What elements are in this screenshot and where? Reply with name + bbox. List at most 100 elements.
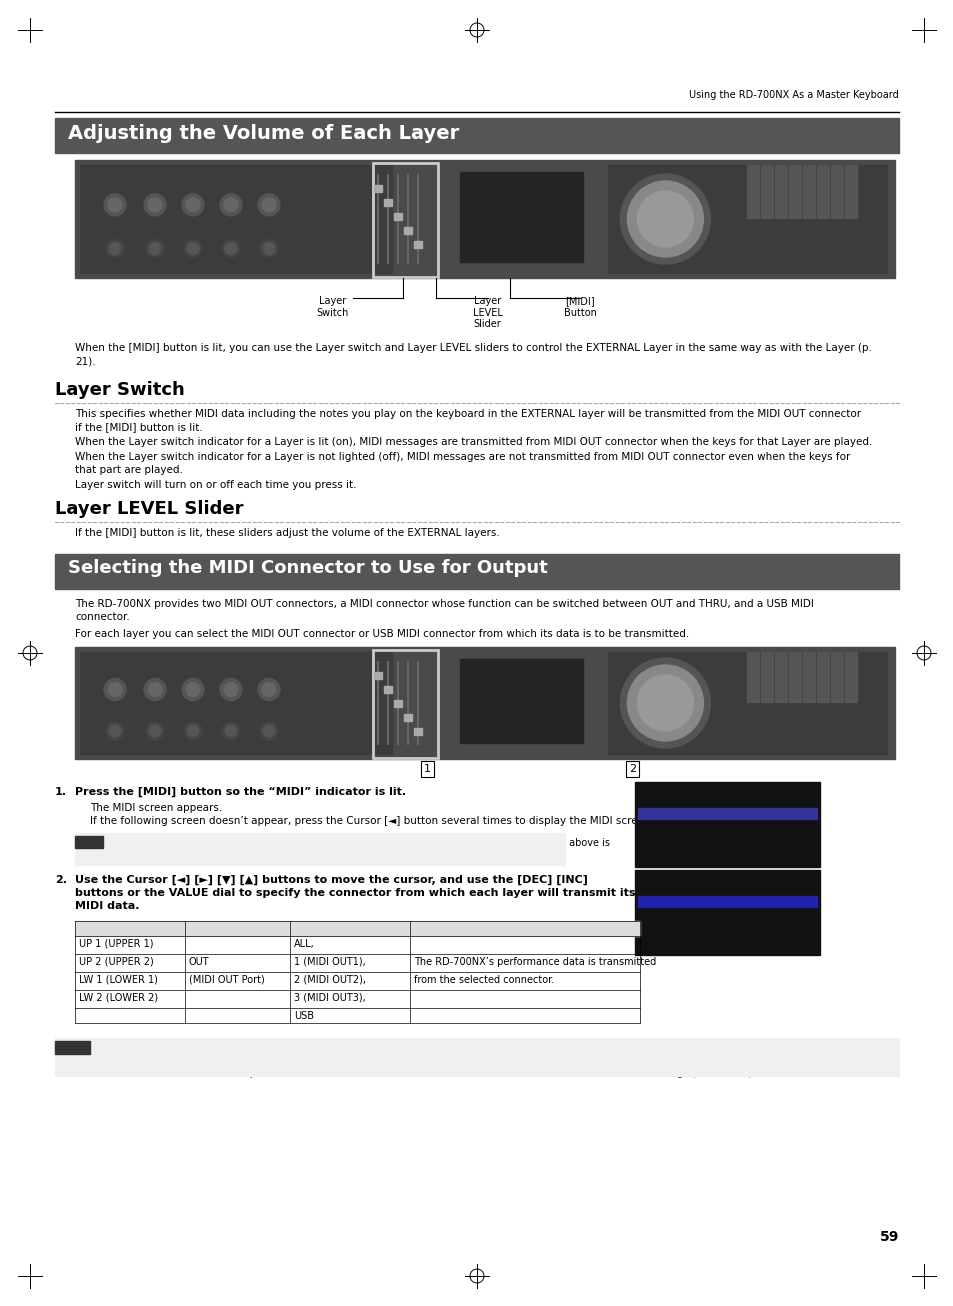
- Text: Layer Switch: Layer Switch: [55, 381, 185, 400]
- Bar: [775, 165, 786, 218]
- Text: Layer switch will turn on or off each time you press it.: Layer switch will turn on or off each ti…: [75, 481, 356, 490]
- Circle shape: [257, 679, 280, 700]
- Circle shape: [106, 239, 124, 257]
- Bar: [760, 652, 773, 703]
- Text: 3 (MIDI OUT3),: 3 (MIDI OUT3),: [294, 993, 365, 1003]
- Circle shape: [184, 239, 202, 257]
- Circle shape: [262, 197, 275, 212]
- Bar: [607, 652, 886, 754]
- Circle shape: [224, 683, 237, 696]
- Circle shape: [106, 722, 124, 741]
- Circle shape: [182, 193, 204, 215]
- Text: lw2 ALL  4   ---  ---  ---: lw2 ALL 4 --- --- ---: [639, 930, 713, 936]
- Text: OUT Ch  MSB LSB PC: OUT Ch MSB LSB PC: [639, 887, 722, 893]
- Text: When the Layer switch indicator for a Layer is lit (on), MIDI messages are trans: When the Layer switch indicator for a La…: [75, 438, 871, 447]
- Text: 59: 59: [879, 1230, 898, 1245]
- Circle shape: [637, 191, 693, 247]
- Bar: [414, 727, 422, 735]
- Circle shape: [257, 193, 280, 215]
- Text: Layer
Switch: Layer Switch: [316, 296, 349, 317]
- Text: If the System Edit parameter MIDI OUT3 Port Setting (p. 69) is set to “THRU,” th: If the System Edit parameter MIDI OUT3 P…: [75, 1057, 821, 1066]
- Circle shape: [222, 239, 240, 257]
- Bar: [638, 896, 816, 906]
- Text: 1.: 1.: [55, 788, 67, 797]
- Bar: [788, 165, 801, 218]
- Text: lw1 ALL  3   ---  ---  ---: lw1 ALL 3 --- --- ---: [639, 831, 714, 837]
- Text: Settings: Settings: [294, 923, 340, 932]
- Text: from the selected connector.: from the selected connector.: [414, 976, 554, 985]
- Bar: [844, 652, 857, 703]
- Text: lw1 ALL  3   ---  ---  ---: lw1 ALL 3 --- --- ---: [639, 919, 714, 925]
- Text: lw2 ALL  4   ---  ---  ---: lw2 ALL 4 --- --- ---: [639, 842, 713, 848]
- Text: NOTE: NOTE: [59, 1042, 85, 1051]
- Text: The RD-700NX’s performance data is transmitted: The RD-700NX’s performance data is trans…: [414, 957, 656, 966]
- Text: When Rec Mode is set to ON in the Utility Rec Setting in Edit mode, the MIDI scr: When Rec Mode is set to ON in the Utilit…: [108, 838, 609, 848]
- Text: LW 1 (LOWER 1): LW 1 (LOWER 1): [79, 976, 157, 985]
- Text: Using the RD-700NX As a Master Keyboard: Using the RD-700NX As a Master Keyboard: [688, 90, 898, 101]
- Text: Selecting the MIDI Connector to Use for Output: Selecting the MIDI Connector to Use for …: [68, 559, 547, 577]
- Text: LW 2 (LOWER 2): LW 2 (LOWER 2): [79, 993, 158, 1003]
- Bar: [635, 782, 820, 867]
- Circle shape: [619, 174, 710, 264]
- Text: NOTE: NOTE: [79, 837, 103, 846]
- Circle shape: [186, 683, 200, 696]
- Text: 21).: 21).: [75, 357, 95, 366]
- Circle shape: [182, 679, 204, 700]
- Circle shape: [144, 193, 166, 215]
- Circle shape: [148, 197, 162, 212]
- Text: MIDI OUT 3 connector; instead, the performance data received at the MIDI IN conn: MIDI OUT 3 connector; instead, the perfo…: [75, 1068, 755, 1077]
- Circle shape: [144, 679, 166, 700]
- Text: J:100    MIDI    ►: J:100 MIDI ►: [639, 875, 700, 884]
- Text: ALL,: ALL,: [294, 939, 314, 949]
- Bar: [384, 199, 392, 206]
- Bar: [746, 165, 759, 218]
- Bar: [373, 163, 438, 277]
- Text: 1 (MIDI OUT1),: 1 (MIDI OUT1),: [294, 957, 365, 966]
- Bar: [830, 652, 842, 703]
- Text: J:100    MIDI    ►: J:100 MIDI ►: [639, 788, 700, 795]
- Bar: [460, 660, 583, 743]
- Circle shape: [627, 665, 702, 741]
- Circle shape: [108, 197, 122, 212]
- Circle shape: [222, 722, 240, 741]
- Bar: [607, 165, 886, 273]
- Text: The RD-700NX provides two MIDI OUT connectors, a MIDI connector whose function c: The RD-700NX provides two MIDI OUT conne…: [75, 599, 813, 609]
- Circle shape: [104, 193, 126, 215]
- Text: 2 (MIDI OUT2),: 2 (MIDI OUT2),: [294, 976, 366, 985]
- Bar: [75, 836, 103, 848]
- Text: connector.: connector.: [75, 613, 130, 622]
- Bar: [404, 227, 412, 234]
- Text: For each layer you can select the MIDI OUT connector or USB MIDI connector from : For each layer you can select the MIDI O…: [75, 629, 688, 639]
- Circle shape: [187, 243, 199, 255]
- Circle shape: [225, 243, 236, 255]
- Circle shape: [104, 679, 126, 700]
- Bar: [760, 165, 773, 218]
- Bar: [80, 165, 391, 273]
- Bar: [80, 652, 391, 754]
- Text: UP 2 (UPPER 2): UP 2 (UPPER 2): [79, 957, 153, 966]
- Text: that part are played.: that part are played.: [75, 465, 183, 475]
- Bar: [788, 652, 801, 703]
- Bar: [404, 714, 412, 721]
- Bar: [460, 172, 583, 263]
- Circle shape: [220, 193, 242, 215]
- Bar: [394, 700, 402, 707]
- Text: UP 1 (UPPER 1): UP 1 (UPPER 1): [79, 939, 153, 949]
- Circle shape: [224, 197, 237, 212]
- Circle shape: [184, 722, 202, 741]
- Circle shape: [148, 683, 162, 696]
- Circle shape: [260, 239, 277, 257]
- Circle shape: [187, 725, 199, 737]
- Circle shape: [627, 182, 702, 257]
- Bar: [802, 652, 815, 703]
- Text: MIDI data.: MIDI data.: [75, 901, 139, 912]
- Text: OUT Ch  MSB LSB PC: OUT Ch MSB LSB PC: [639, 799, 722, 804]
- Bar: [374, 673, 382, 679]
- Bar: [75, 833, 564, 865]
- Text: up2 ALL  2   ---  ---  ---: up2 ALL 2 --- --- ---: [639, 820, 715, 825]
- Text: Layer
LEVEL
Slider: Layer LEVEL Slider: [472, 296, 502, 329]
- Circle shape: [619, 658, 710, 748]
- Bar: [55, 118, 898, 153]
- Bar: [802, 165, 815, 218]
- Bar: [55, 1041, 90, 1054]
